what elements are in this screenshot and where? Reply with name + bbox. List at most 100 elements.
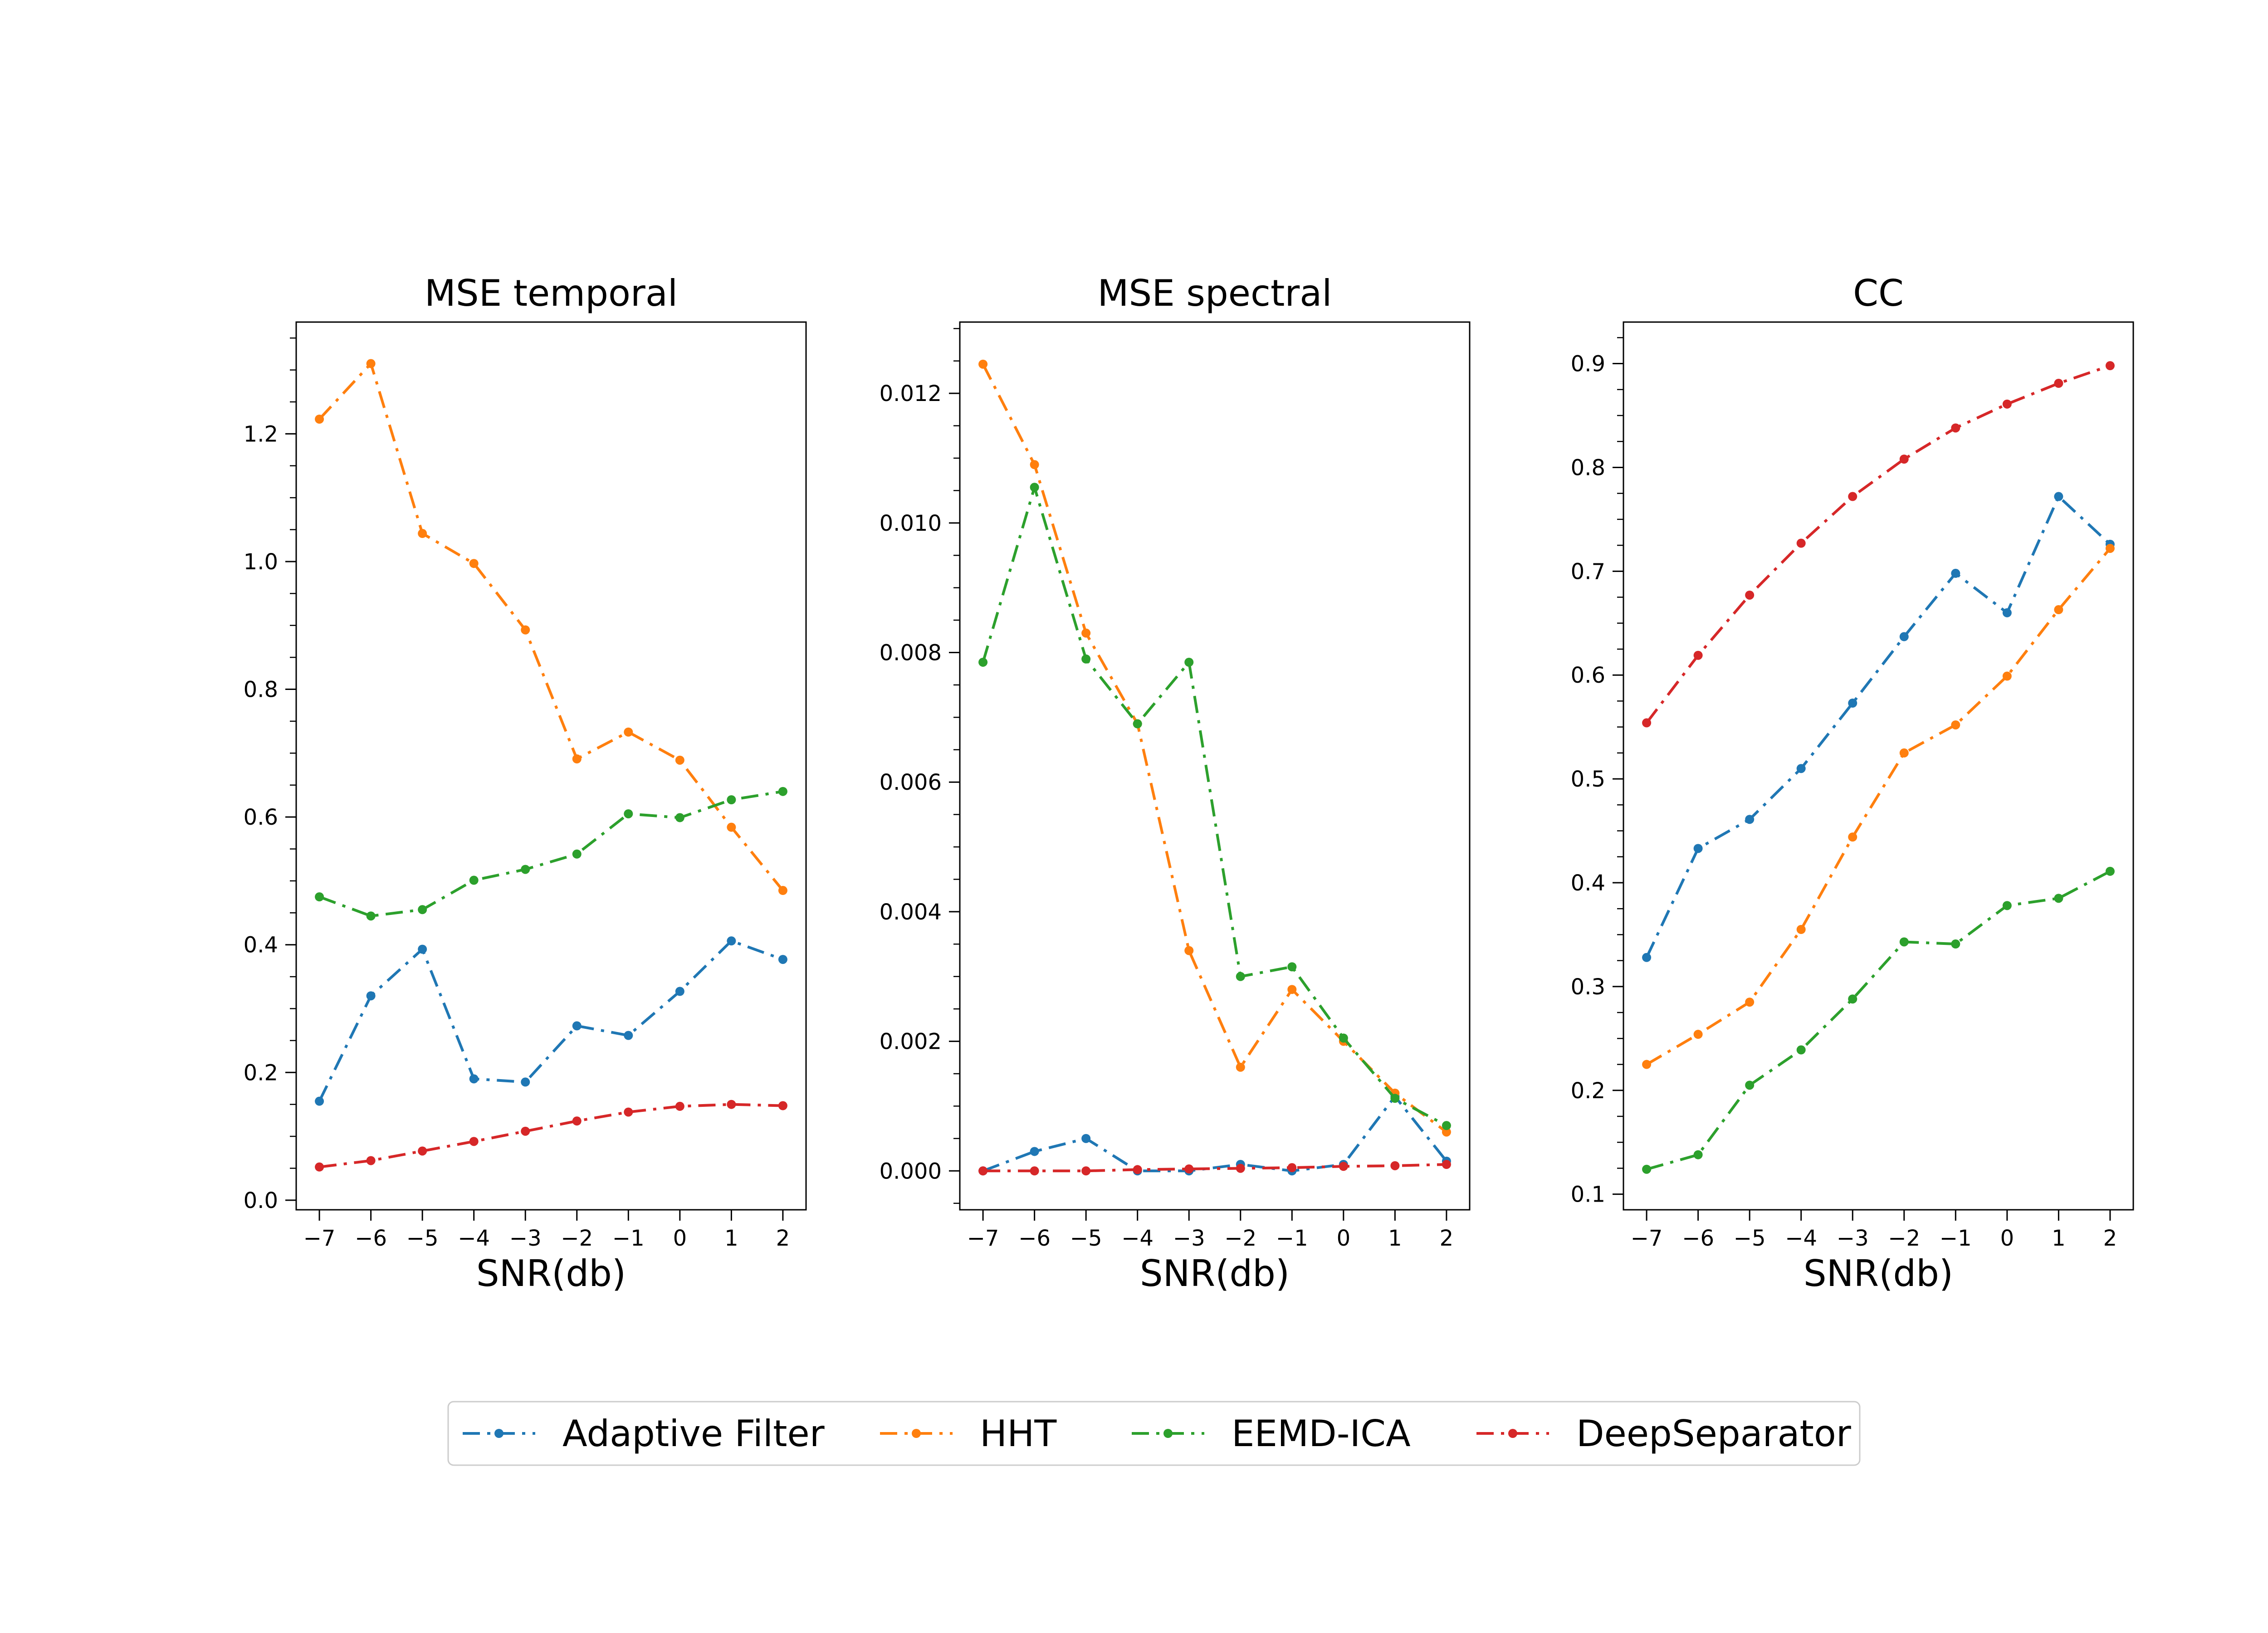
data-point	[1081, 1166, 1091, 1176]
y-tick-label: 0.008	[880, 640, 942, 666]
data-point	[1796, 764, 1806, 773]
data-point	[1030, 483, 1039, 492]
axes-frame	[959, 321, 1471, 1211]
data-point	[521, 865, 530, 874]
data-point	[778, 1101, 787, 1110]
legend-entry-adaptive-filter: Adaptive Filter	[463, 1413, 825, 1455]
data-point	[1642, 1060, 1652, 1069]
data-point	[1745, 590, 1755, 600]
x-tick-label: −2	[1888, 1226, 1920, 1251]
x-tick-label: −4	[458, 1226, 490, 1251]
data-point	[572, 754, 582, 764]
data-point	[1081, 654, 1091, 664]
x-tick-label: −4	[1121, 1226, 1154, 1251]
series-line	[319, 1103, 783, 1169]
data-point	[1796, 538, 1806, 548]
legend-marker	[494, 1429, 503, 1438]
data-point	[418, 529, 427, 538]
data-point	[366, 1156, 376, 1165]
legend-label: HHT	[980, 1413, 1057, 1455]
data-point	[1184, 1164, 1194, 1174]
y-tick-label: 0.010	[880, 511, 942, 536]
data-point	[778, 886, 787, 895]
y-tick-label: 0.7	[1571, 559, 1605, 584]
data-point	[727, 1100, 736, 1109]
data-point	[1081, 628, 1091, 638]
y-minor-ticks	[1617, 337, 1623, 1169]
data-point	[469, 559, 479, 568]
axes-frame	[295, 321, 807, 1211]
data-point	[1236, 972, 1245, 981]
x-tick-label: 1	[1388, 1226, 1402, 1251]
data-point	[1287, 985, 1297, 994]
data-point	[2002, 901, 2012, 910]
x-axis-label: SNR(db)	[476, 1252, 626, 1295]
legend-marker	[1163, 1429, 1173, 1438]
data-point	[1693, 1030, 1703, 1039]
data-point	[2054, 605, 2063, 615]
data-point	[727, 795, 736, 805]
series-line	[1646, 548, 2112, 1066]
x-tick-label: −5	[1070, 1226, 1102, 1251]
data-point	[1899, 455, 1909, 464]
y-tick-label: 0.6	[1571, 663, 1605, 688]
series-hht	[978, 359, 1451, 1137]
x-tick-label: −1	[612, 1226, 645, 1251]
series-hht	[1642, 543, 2115, 1069]
data-point	[315, 415, 324, 424]
data-point	[675, 813, 684, 822]
y-tick-label: 0.6	[244, 805, 278, 830]
legend-label: EEMD-ICA	[1232, 1413, 1411, 1455]
data-point	[1848, 492, 1857, 501]
series-adaptive-filter	[978, 1092, 1451, 1176]
y-tick-label: 0.4	[244, 933, 278, 958]
chart-title: MSE temporal	[425, 272, 678, 314]
data-point	[1236, 1062, 1245, 1072]
x-tick-label: −7	[1631, 1226, 1663, 1251]
y-minor-ticks	[290, 337, 296, 1169]
x-axis-label: SNR(db)	[1804, 1252, 1953, 1295]
data-point	[2054, 492, 2063, 501]
data-point	[469, 1137, 479, 1146]
data-point	[778, 955, 787, 964]
y-tick-label: 0.1	[1571, 1182, 1605, 1208]
series-line	[1645, 364, 2111, 724]
x-tick-label: −4	[1785, 1226, 1817, 1251]
data-point	[1951, 568, 1960, 578]
x-tick-label: −5	[406, 1226, 439, 1251]
data-point	[2105, 866, 2115, 876]
chart-title: MSE spectral	[1098, 272, 1332, 314]
data-point	[778, 787, 787, 796]
y-tick-label: 0.5	[1571, 767, 1605, 792]
y-tick-label: 0.9	[1571, 352, 1605, 377]
data-point	[624, 727, 633, 737]
x-tick-label: −6	[1682, 1226, 1714, 1251]
data-point	[2105, 361, 2115, 371]
data-point	[675, 1101, 684, 1111]
data-point	[469, 1074, 479, 1084]
data-point	[978, 657, 988, 667]
data-point	[2054, 379, 2063, 388]
chart-panels: 0.0 0.2 0.4 0.6 0.8 1.0 1.2 −7 −6 −5 −4 −3 −2 −1 0 1 2 MS…	[244, 272, 2134, 1295]
data-point	[2054, 894, 2063, 903]
legend-frame	[447, 1401, 1861, 1466]
legend-entry-eemd-ica: EEMD-ICA	[1132, 1413, 1411, 1455]
y-tick-label: 0.000	[880, 1159, 942, 1184]
data-point	[366, 359, 376, 368]
x-tick-label: −6	[1018, 1226, 1051, 1251]
data-point	[1745, 1081, 1755, 1090]
data-point	[675, 755, 684, 765]
legend-label: DeepSeparator	[1576, 1413, 1851, 1455]
y-tick-label: 0.8	[1571, 455, 1605, 480]
data-point	[572, 1021, 582, 1031]
data-point	[2002, 608, 2012, 617]
series-eemd-ica	[315, 787, 787, 921]
chart-panel-1: 0.0 0.2 0.4 0.6 0.8 1.0 1.2 −7 −6 −5 −4 −3 −2 −1 0 1 2 MS…	[244, 272, 807, 1295]
legend-entry-deepseparator: DeepSeparator	[1476, 1413, 1851, 1455]
series-deepseparator	[978, 1160, 1451, 1176]
data-point	[1030, 1147, 1039, 1156]
data-point	[1642, 1164, 1652, 1174]
x-tick-label: 1	[724, 1226, 738, 1251]
data-point	[1030, 1166, 1039, 1176]
